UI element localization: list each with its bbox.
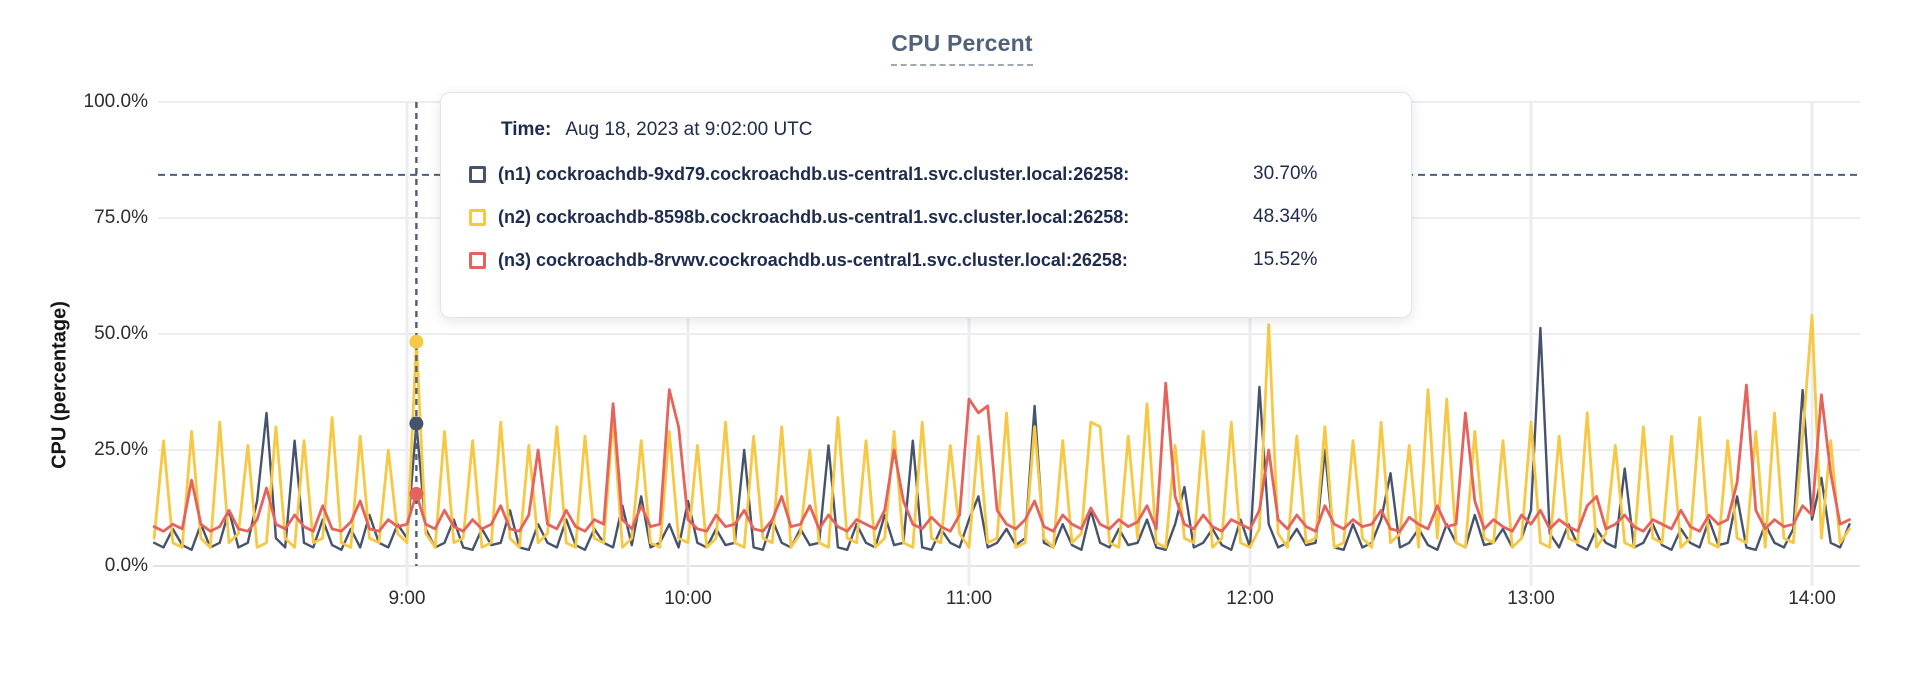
chart-title-wrap: CPU Percent [0, 30, 1924, 66]
y-tick-label: 100.0% [83, 91, 148, 112]
tooltip-series-value: 30.70% [1253, 163, 1318, 184]
series-line-n3[interactable] [152, 381, 1851, 533]
tooltip-series-value: 48.34% [1253, 206, 1318, 227]
y-tick-label: 50.0% [94, 323, 148, 344]
crosshair-dot-n2 [409, 334, 424, 349]
legend-swatch-n2 [469, 208, 486, 226]
legend-swatch-n3 [469, 251, 486, 269]
x-tick-label: 11:00 [945, 588, 993, 609]
tooltip-time-label: Time: [501, 119, 552, 140]
tooltip-time-value: Aug 18, 2023 at 9:02:00 UTC [565, 119, 813, 140]
x-tick-label: 10:00 [664, 588, 712, 609]
tooltip-series-label: (n3) cockroachdb-8rvwv.cockroachdb.us-ce… [498, 250, 1128, 270]
x-tick-label: 9:00 [388, 588, 426, 609]
tooltip-series-value: 15.52% [1253, 249, 1318, 270]
tooltip-series-row: (n3) cockroachdb-8rvwv.cockroachdb.us-ce… [469, 248, 1371, 272]
chart-title: CPU Percent [891, 30, 1033, 66]
y-tick-label: 0.0% [104, 555, 148, 576]
tooltip-series-row: (n2) cockroachdb-8598b.cockroachdb.us-ce… [469, 205, 1371, 229]
tooltip-time-row: Time: Aug 18, 2023 at 9:02:00 UTC [501, 117, 1371, 143]
x-tick-label: 14:00 [1788, 588, 1836, 609]
y-tick-label: 25.0% [94, 439, 148, 460]
y-tick-label: 75.0% [94, 207, 148, 228]
tooltip-series-label: (n1) cockroachdb-9xd79.cockroachdb.us-ce… [498, 164, 1130, 184]
chart-hover-tooltip: Time: Aug 18, 2023 at 9:02:00 UTC (n1) co… [440, 92, 1412, 318]
x-tick-label: 13:00 [1507, 588, 1555, 609]
crosshair-dot-n3 [409, 486, 424, 501]
tooltip-series-row: (n1) cockroachdb-9xd79.cockroachdb.us-ce… [469, 162, 1371, 186]
tooltip-series-label: (n2) cockroachdb-8598b.cockroachdb.us-ce… [498, 207, 1130, 227]
legend-swatch-n1 [469, 165, 486, 183]
x-tick-label: 12:00 [1226, 588, 1274, 609]
crosshair-dot-n1 [409, 416, 424, 431]
tooltip-series-rows: (n1) cockroachdb-9xd79.cockroachdb.us-ce… [469, 162, 1371, 272]
